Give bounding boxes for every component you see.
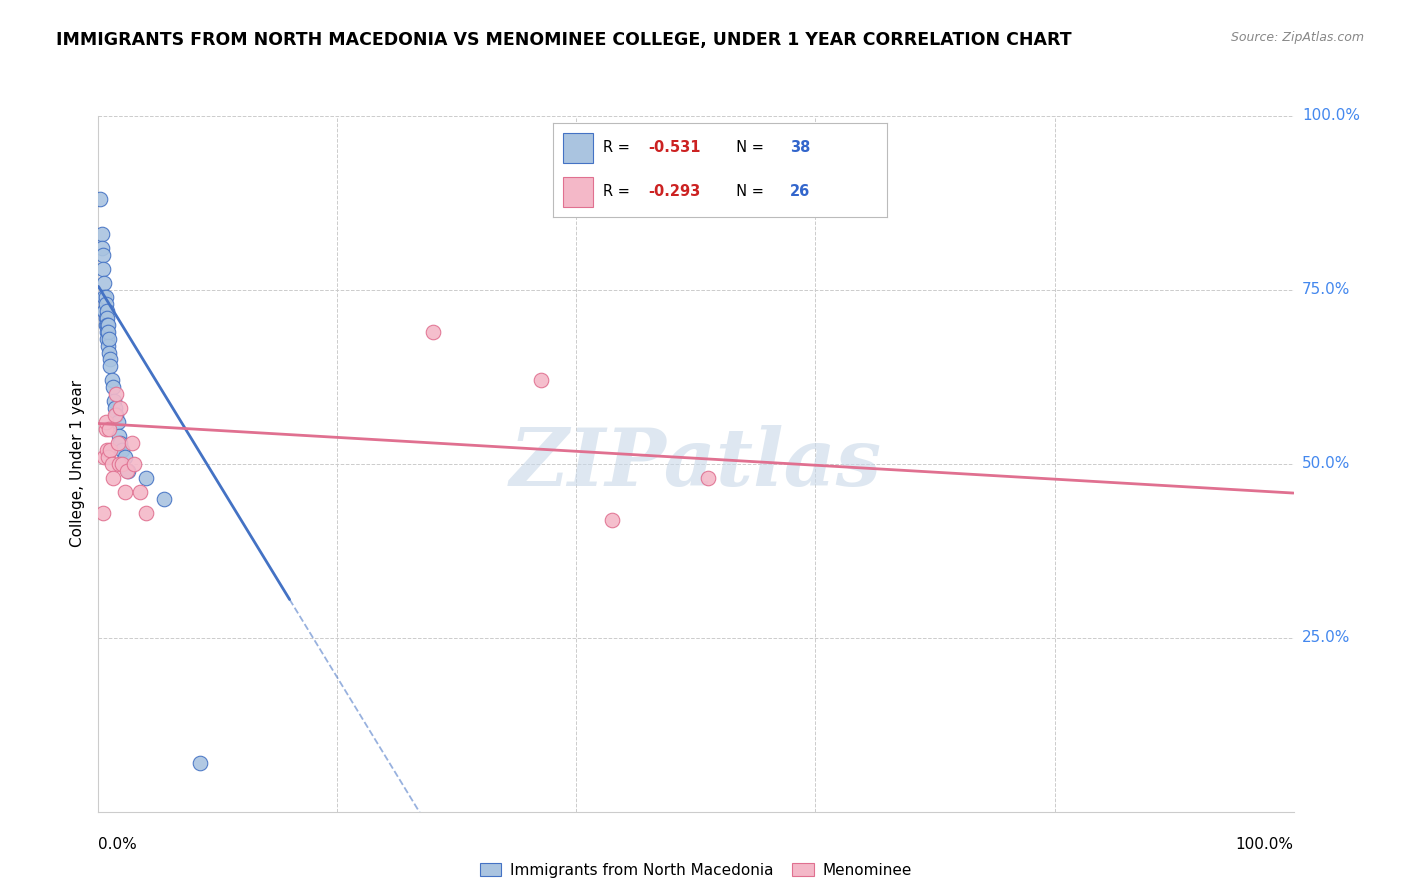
Point [104, 401, 127, 416]
Point [100, 457, 122, 471]
Text: Source: ZipAtlas.com: Source: ZipAtlas.com [1230, 31, 1364, 45]
Point [135, 506, 157, 520]
Point [153, 491, 176, 506]
Point [114, 484, 136, 499]
Point [93, 450, 115, 464]
Point [121, 436, 143, 450]
Point [98, 442, 122, 457]
Point [96, 310, 118, 325]
Point [94, 310, 117, 325]
Point [98, 332, 121, 346]
Point [107, 436, 129, 450]
Point [91, 506, 114, 520]
Text: 25.0%: 25.0% [1302, 631, 1350, 645]
Point [96, 442, 118, 457]
Point [135, 471, 157, 485]
Point [93, 276, 115, 290]
Point [97, 325, 120, 339]
Point [98, 352, 122, 367]
Text: 50.0%: 50.0% [1302, 457, 1350, 471]
Point [101, 380, 124, 394]
Point [96, 325, 118, 339]
Point [94, 318, 117, 332]
Text: 100.0%: 100.0% [1236, 837, 1294, 852]
Point [91, 227, 114, 242]
Point [97, 450, 120, 464]
Point [108, 436, 131, 450]
Point [96, 318, 118, 332]
Point [114, 450, 136, 464]
Point [107, 457, 129, 471]
Point [91, 241, 114, 255]
Point [105, 387, 128, 401]
Point [96, 332, 118, 346]
Point [103, 394, 125, 409]
Point [529, 373, 551, 387]
Point [107, 415, 129, 429]
Point [100, 373, 122, 387]
Point [91, 262, 114, 277]
Point [94, 422, 117, 436]
Text: 75.0%: 75.0% [1302, 283, 1350, 297]
Point [422, 325, 444, 339]
Point [97, 318, 120, 332]
Point [93, 303, 115, 318]
Point [105, 408, 128, 422]
Point [117, 464, 139, 478]
Point [96, 303, 118, 318]
Text: IMMIGRANTS FROM NORTH MACEDONIA VS MENOMINEE COLLEGE, UNDER 1 YEAR CORRELATION C: IMMIGRANTS FROM NORTH MACEDONIA VS MENOM… [56, 31, 1071, 49]
Point [600, 512, 623, 526]
Point [94, 297, 117, 311]
Y-axis label: College, Under 1 year: College, Under 1 year [70, 380, 86, 548]
Point [107, 429, 129, 443]
Point [188, 756, 211, 770]
Point [94, 415, 117, 429]
Point [97, 338, 120, 352]
Point [101, 471, 124, 485]
Point [115, 464, 138, 478]
Text: ZIPatlas: ZIPatlas [510, 425, 882, 502]
Point [111, 442, 134, 457]
Point [98, 359, 122, 374]
Point [124, 457, 146, 471]
Point [89, 193, 111, 207]
Point [98, 422, 121, 436]
Point [93, 290, 115, 304]
Point [129, 484, 152, 499]
Text: 0.0%: 0.0% [98, 837, 138, 852]
Legend: Immigrants from North Macedonia, Menominee: Immigrants from North Macedonia, Menomin… [474, 857, 918, 884]
Point [111, 457, 134, 471]
Point [697, 471, 720, 485]
Point [108, 401, 131, 416]
Point [98, 345, 121, 359]
Point [94, 290, 117, 304]
Text: 100.0%: 100.0% [1302, 109, 1360, 123]
Point [104, 408, 127, 422]
Point [91, 248, 114, 262]
